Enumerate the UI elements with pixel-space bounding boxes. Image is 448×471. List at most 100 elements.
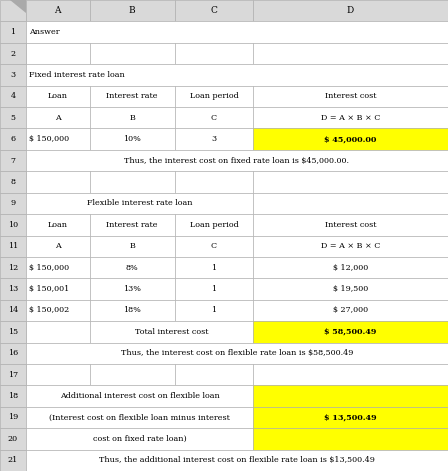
Bar xyxy=(253,385,448,407)
Bar xyxy=(175,43,253,64)
Text: $ 27,000: $ 27,000 xyxy=(333,307,368,315)
Bar xyxy=(26,214,90,236)
Bar xyxy=(26,428,253,450)
Text: 1: 1 xyxy=(211,285,216,293)
Bar xyxy=(0,171,26,193)
Bar xyxy=(175,278,253,300)
Bar xyxy=(0,86,26,107)
Bar xyxy=(0,450,26,471)
Bar xyxy=(175,257,253,278)
Bar xyxy=(0,0,26,21)
Bar xyxy=(90,43,175,64)
Bar xyxy=(175,171,253,193)
Text: Interest cost: Interest cost xyxy=(325,92,376,100)
Bar xyxy=(175,0,253,21)
Bar xyxy=(90,171,175,193)
Bar xyxy=(175,107,253,129)
Bar xyxy=(175,129,253,150)
Bar xyxy=(90,236,175,257)
Bar xyxy=(175,300,253,321)
Text: 11: 11 xyxy=(8,242,18,250)
Bar xyxy=(90,278,175,300)
Text: C: C xyxy=(211,6,217,15)
Text: C: C xyxy=(211,114,217,122)
Text: D = A × B × C: D = A × B × C xyxy=(321,242,380,250)
Text: 12: 12 xyxy=(8,264,18,272)
Bar xyxy=(26,193,253,214)
Bar xyxy=(253,171,448,193)
Bar xyxy=(90,214,175,236)
Bar xyxy=(175,86,253,107)
Text: 8%: 8% xyxy=(126,264,138,272)
Text: Thus, the interest cost on flexible rate loan is $58,500.49: Thus, the interest cost on flexible rate… xyxy=(121,349,353,357)
Bar xyxy=(26,21,448,43)
Bar xyxy=(175,364,253,385)
Bar xyxy=(90,129,175,150)
Bar xyxy=(26,0,90,21)
Text: 10%: 10% xyxy=(123,135,141,143)
Text: Loan period: Loan period xyxy=(190,92,238,100)
Text: Thus, the interest cost on fixed rate loan is $45,000.00.: Thus, the interest cost on fixed rate lo… xyxy=(125,156,349,164)
Text: 2: 2 xyxy=(10,49,16,57)
Text: D: D xyxy=(347,6,354,15)
Text: D = A × B × C: D = A × B × C xyxy=(321,114,380,122)
Bar xyxy=(253,129,448,150)
Bar xyxy=(26,342,448,364)
Text: $ 150,000: $ 150,000 xyxy=(29,135,69,143)
Text: 13%: 13% xyxy=(123,285,141,293)
Bar xyxy=(90,86,175,107)
Bar xyxy=(26,150,448,171)
Text: A: A xyxy=(55,242,60,250)
Bar xyxy=(26,236,90,257)
Text: 18: 18 xyxy=(8,392,18,400)
Text: Interest cost: Interest cost xyxy=(325,221,376,229)
Text: 1: 1 xyxy=(211,307,216,315)
Text: Thus, the additional interest cost on flexible rate loan is $13,500.49: Thus, the additional interest cost on fl… xyxy=(99,456,375,464)
Text: $ 150,000: $ 150,000 xyxy=(29,264,69,272)
Text: Total interest cost: Total interest cost xyxy=(134,328,208,336)
Bar xyxy=(90,257,175,278)
Text: Loan period: Loan period xyxy=(190,221,238,229)
Text: 18%: 18% xyxy=(123,307,141,315)
Text: 4: 4 xyxy=(10,92,16,100)
Bar xyxy=(253,364,448,385)
Text: $ 58,500.49: $ 58,500.49 xyxy=(324,328,377,336)
Text: Interest rate: Interest rate xyxy=(107,92,158,100)
Text: 20: 20 xyxy=(8,435,18,443)
Bar xyxy=(0,385,26,407)
Text: $ 13,500.49: $ 13,500.49 xyxy=(324,414,377,422)
Text: 17: 17 xyxy=(8,371,18,379)
Bar xyxy=(26,86,90,107)
Text: Additional interest cost on flexible loan: Additional interest cost on flexible loa… xyxy=(60,392,220,400)
Bar xyxy=(253,236,448,257)
Text: 3: 3 xyxy=(10,71,16,79)
Text: 8: 8 xyxy=(10,178,16,186)
Polygon shape xyxy=(10,0,26,13)
Text: C: C xyxy=(211,242,217,250)
Text: 19: 19 xyxy=(8,414,18,422)
Bar xyxy=(90,300,175,321)
Text: 1: 1 xyxy=(10,28,16,36)
Bar xyxy=(0,300,26,321)
Text: Answer: Answer xyxy=(29,28,60,36)
Bar xyxy=(90,364,175,385)
Bar xyxy=(253,214,448,236)
Bar xyxy=(26,107,90,129)
Text: B: B xyxy=(129,114,135,122)
Text: 10: 10 xyxy=(8,221,18,229)
Bar xyxy=(26,43,90,64)
Bar xyxy=(90,321,253,342)
Bar xyxy=(253,86,448,107)
Bar xyxy=(253,278,448,300)
Bar xyxy=(0,236,26,257)
Bar xyxy=(26,257,90,278)
Bar xyxy=(0,364,26,385)
Text: 3: 3 xyxy=(211,135,216,143)
Text: Interest rate: Interest rate xyxy=(107,221,158,229)
Text: A: A xyxy=(55,114,60,122)
Text: 14: 14 xyxy=(8,307,18,315)
Bar xyxy=(0,21,26,43)
Text: A: A xyxy=(55,6,61,15)
Bar xyxy=(0,407,26,428)
Bar xyxy=(26,321,90,342)
